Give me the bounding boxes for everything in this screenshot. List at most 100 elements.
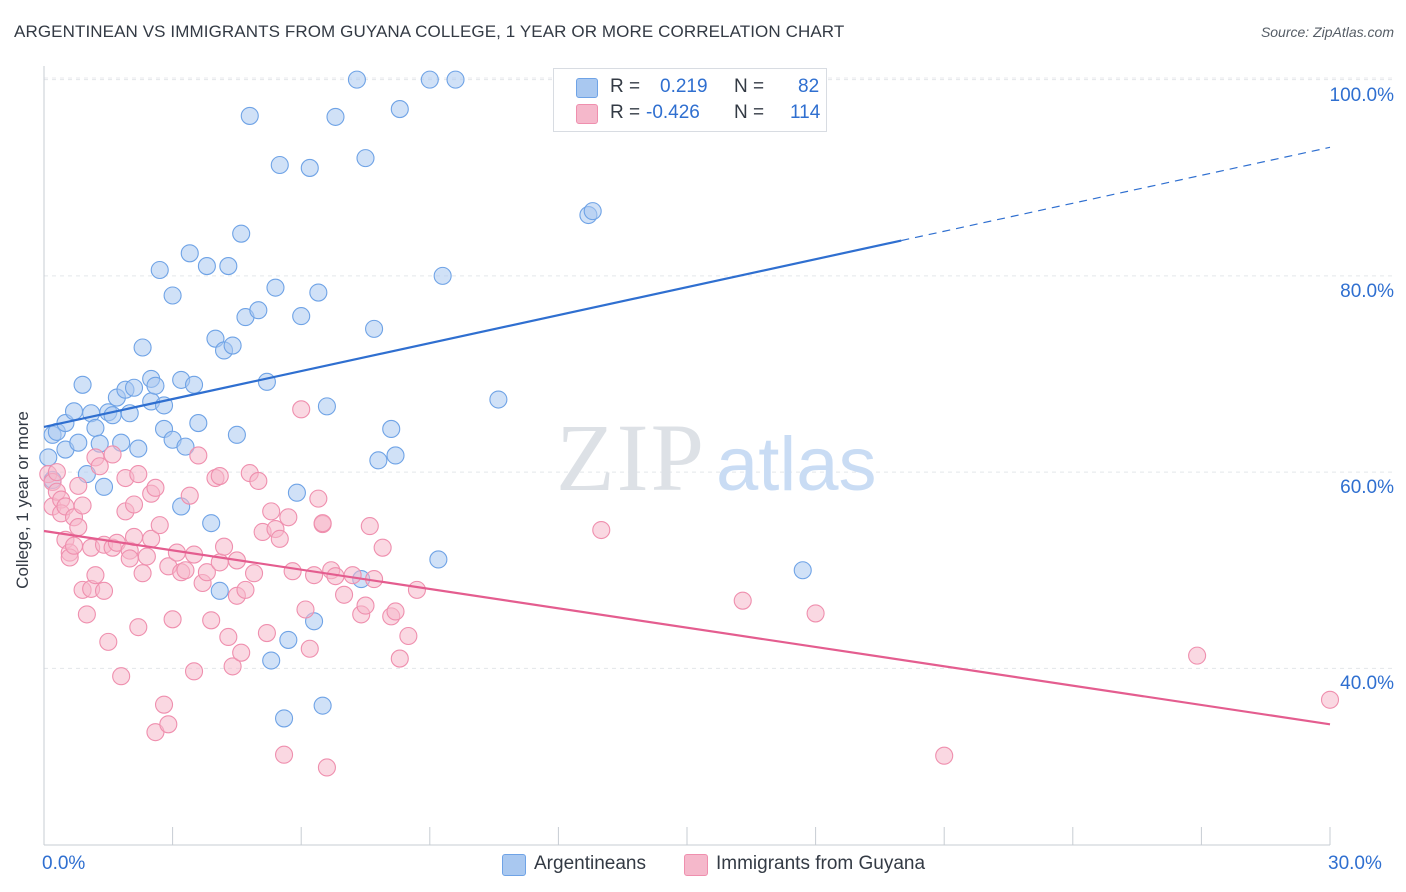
trend-line-argentineans: [43, 239, 902, 429]
point-argentineans: [210, 581, 229, 600]
point-guyana: [356, 596, 375, 615]
point-guyana: [305, 566, 324, 585]
legend-n-value: 114: [790, 102, 821, 123]
legend-swatch-blue: [576, 78, 598, 98]
point-guyana: [133, 564, 152, 583]
point-argentineans: [257, 372, 276, 391]
point-argentineans: [180, 244, 199, 263]
point-guyana: [270, 529, 289, 548]
trend-line-argentineans-extension: [901, 146, 1331, 242]
point-argentineans: [429, 550, 448, 569]
x-tick-label: 30.0%: [1328, 853, 1382, 874]
bottom-legend-swatch-blue: [502, 854, 526, 876]
point-argentineans: [176, 437, 195, 456]
x-tick-label: 0.0%: [42, 853, 86, 874]
point-guyana: [69, 476, 88, 495]
y-tick-label: 40.0%: [1340, 673, 1394, 695]
point-guyana: [309, 489, 328, 508]
point-argentineans: [189, 414, 208, 433]
point-guyana: [343, 566, 362, 585]
point-guyana: [163, 610, 182, 629]
point-argentineans: [262, 651, 281, 670]
point-guyana: [407, 580, 426, 599]
point-guyana: [249, 471, 268, 491]
correlation-legend: R = 0.219 N = 82 R = -0.426 N = 114: [553, 68, 827, 132]
point-guyana: [360, 517, 379, 536]
chart-title: ARGENTINEAN VS IMMIGRANTS FROM GUYANA CO…: [14, 22, 845, 41]
point-argentineans: [347, 70, 366, 89]
point-guyana: [283, 562, 302, 581]
point-guyana: [99, 632, 118, 651]
point-argentineans: [309, 283, 328, 302]
point-guyana: [386, 602, 405, 621]
point-guyana: [296, 600, 315, 619]
bottom-legend-swatch-pink: [684, 854, 708, 876]
y-axis-label-wrap: College, 1 year or more: [8, 350, 38, 650]
legend-r-value: 0.219: [660, 76, 708, 97]
point-argentineans: [146, 376, 165, 395]
point-argentineans: [197, 257, 216, 276]
grid-lines: [44, 77, 1392, 669]
point-guyana: [47, 463, 66, 482]
point-guyana: [69, 518, 88, 537]
point-guyana: [210, 466, 229, 486]
point-guyana: [257, 623, 276, 643]
point-argentineans: [39, 448, 58, 467]
point-guyana: [154, 695, 174, 714]
point-guyana: [103, 445, 122, 464]
point-argentineans: [240, 106, 259, 125]
point-argentineans: [292, 307, 311, 326]
point-argentineans: [270, 155, 289, 175]
point-argentineans: [365, 319, 384, 338]
legend-swatch-pink: [576, 104, 598, 124]
point-guyana: [279, 508, 298, 527]
point-argentineans: [420, 70, 439, 89]
point-argentineans: [150, 260, 169, 280]
point-argentineans: [356, 149, 375, 168]
point-argentineans: [279, 630, 298, 649]
point-guyana: [146, 478, 165, 497]
point-argentineans: [64, 402, 84, 421]
legend-n-value: 82: [798, 76, 820, 97]
point-argentineans: [583, 202, 602, 221]
point-argentineans: [266, 278, 285, 297]
point-guyana: [1320, 690, 1340, 709]
point-argentineans: [223, 336, 242, 355]
point-guyana: [219, 627, 238, 647]
point-argentineans: [390, 100, 409, 119]
point-argentineans: [124, 378, 144, 397]
point-guyana: [189, 446, 208, 465]
watermark-atlas: atlas: [716, 422, 877, 507]
point-guyana: [94, 581, 114, 600]
point-argentineans: [249, 301, 268, 320]
point-guyana: [202, 611, 221, 630]
point-argentineans: [219, 257, 238, 276]
point-argentineans: [369, 451, 388, 470]
point-guyana: [935, 746, 954, 765]
point-guyana: [232, 643, 251, 662]
point-argentineans: [69, 433, 88, 452]
point-argentineans: [73, 375, 92, 394]
source-note: Source: ZipAtlas.com: [1260, 24, 1394, 40]
point-guyana: [300, 639, 319, 658]
point-guyana: [317, 758, 336, 777]
y-tick-label: 100.0%: [1329, 84, 1394, 106]
legend-r-label: R =: [610, 76, 641, 97]
point-guyana: [197, 563, 216, 582]
bottom-legend-label: Immigrants from Guyana: [716, 853, 926, 874]
point-guyana: [124, 495, 144, 514]
point-guyana: [90, 457, 109, 476]
point-argentineans: [446, 70, 465, 89]
point-argentineans: [300, 158, 319, 177]
legend-r-label: R =: [610, 102, 641, 123]
point-guyana: [390, 649, 409, 668]
point-guyana: [592, 520, 611, 540]
point-argentineans: [287, 483, 306, 502]
legend-n-label: N =: [734, 102, 765, 123]
point-guyana: [120, 549, 139, 568]
point-argentineans: [86, 418, 105, 438]
point-argentineans: [232, 224, 251, 243]
point-argentineans: [163, 286, 182, 305]
y-tick-label: 80.0%: [1340, 280, 1394, 302]
